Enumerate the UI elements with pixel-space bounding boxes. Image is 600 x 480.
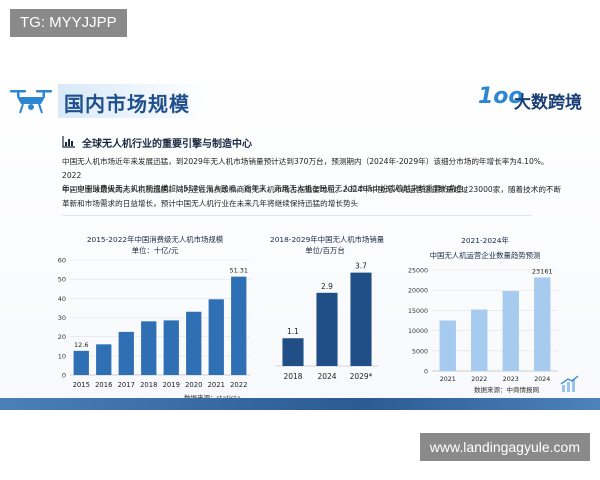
chart1-bar xyxy=(231,276,247,375)
chart2-data-label: 1.1 xyxy=(287,327,299,336)
chart2-subtitle: 单位/百万台 xyxy=(305,246,345,255)
paragraph-1: 中国无人机市场近年来发展迅猛，到2029年无人机市场销量预计达到370万台，预测… xyxy=(62,155,562,196)
chart1-category-label: 2019 xyxy=(163,381,180,389)
chart2-category-label: 2029* xyxy=(350,372,373,381)
page-title: 国内市场规模 xyxy=(64,92,190,116)
chart2-category-label: 2024 xyxy=(317,372,336,381)
chart1-ytick-label: 40 xyxy=(58,295,66,303)
chart1-bar xyxy=(118,331,134,375)
chart2-bar xyxy=(282,338,304,366)
chart1-bar xyxy=(208,299,224,375)
chart1-data-label: 12.6 xyxy=(74,341,88,349)
watermark-bottom: www.landingagyule.com xyxy=(419,433,590,461)
chart1-category-label: 2018 xyxy=(140,381,157,389)
chart3-title-block: 2021-2024年 中国无人机运营企业数量趋势预测 xyxy=(410,235,560,261)
chart3-ytick-label: 20000 xyxy=(408,288,428,295)
chart1-category-label: 2016 xyxy=(95,381,112,389)
chart1-bar xyxy=(186,311,202,375)
chart2-title-block: 2018-2029年中国无人机市场销量 单位/百万台 xyxy=(270,234,385,256)
chart1-category-label: 2021 xyxy=(208,381,225,389)
chart1-category-label: 2017 xyxy=(118,381,135,389)
chart3-bar xyxy=(471,309,488,371)
bar-chart-icon xyxy=(62,136,75,148)
title-highlight xyxy=(58,84,208,118)
chart1-ytick-label: 20 xyxy=(58,333,66,341)
chart2-data-label: 3.7 xyxy=(355,262,367,271)
logo-mark: 1oo xyxy=(478,84,524,109)
paragraph-1-line-2: 年，中国消费级无人机市场规模超过510亿元人民币。近年来，商用无人机在民用无人机… xyxy=(62,184,472,193)
chart1-svg: 0 10 20 30 40 50 60 2015 12.6 2016 2017 2018 2019 202… xyxy=(58,257,250,389)
chart1-ytick-label: 10 xyxy=(58,352,66,360)
chart3-title: 2021-2024年 xyxy=(461,236,509,245)
chart3-category-label: 2022 xyxy=(471,376,487,383)
chart3-category-label: 2024 xyxy=(534,376,550,383)
chart1-bar xyxy=(163,320,179,375)
chart3-ytick-label: 10000 xyxy=(408,328,428,335)
chart1-ytick-label: 50 xyxy=(58,276,66,284)
chart1-title-block: 2015-2022年中国消费级无人机市场规模 单位：十亿/元 xyxy=(56,234,254,256)
chart3-category-label: 2023 xyxy=(503,376,519,383)
drone-icon xyxy=(10,90,52,114)
chart3-ytick-label: 15000 xyxy=(408,308,428,315)
chart1-ytick-label: 30 xyxy=(58,314,66,322)
chart3-subtitle: 中国无人机运营企业数量趋势预测 xyxy=(429,251,541,260)
chart1-subtitle: 单位：十亿/元 xyxy=(131,246,179,255)
paragraph-2: 中国是全球最大的无人机制造国，同时还在消费级和商用无人机市场占据重要地位。202… xyxy=(62,183,562,210)
section-title: 全球无人机行业的重要引擎与制造中心 xyxy=(82,139,252,150)
logo-text: 大数跨境 xyxy=(514,93,582,113)
divider xyxy=(62,215,532,216)
chart1-data-label: 51.31 xyxy=(229,267,248,275)
chart1-ytick-label: 60 xyxy=(58,257,66,265)
paragraph-2-line-2: 革新和市场需求的日益增长，预计中国无人机行业在未来几年将继续保持迅猛的增长势头 xyxy=(62,198,359,208)
chart3-ytick-label: 0 xyxy=(424,369,428,376)
growth-chart-icon xyxy=(560,375,579,392)
chart3-svg: 0 5000 10000 15000 20000 25000 2021 2022 2023 202… xyxy=(408,267,558,383)
chart2-data-label: 2.9 xyxy=(321,282,333,291)
bottom-band xyxy=(0,398,600,410)
chart2-bar xyxy=(350,272,372,366)
chart3-source: 数据来源：中商情报网 xyxy=(474,386,539,394)
paragraph-1-line-1: 中国无人机市场近年来发展迅猛，到2029年无人机市场销量预计达到370万台，预测… xyxy=(62,157,549,180)
chart3-data-label: 23161 xyxy=(532,267,553,275)
chart3-bar xyxy=(439,320,456,371)
chart1-category-label: 2022 xyxy=(230,381,247,389)
chart2-title: 2018-2029年中国无人机市场销量 xyxy=(270,235,385,244)
chart1-ytick-label: 0 xyxy=(62,372,66,380)
chart3-bar xyxy=(502,291,519,371)
chart1-bar xyxy=(73,350,89,375)
chart3-bar xyxy=(534,277,551,371)
chart1-title: 2015-2022年中国消费级无人机市场规模 xyxy=(86,235,224,244)
chart2-category-label: 2018 xyxy=(283,372,302,381)
chart1-bar xyxy=(96,344,112,375)
chart3-category-label: 2021 xyxy=(440,376,456,383)
chart3-ytick-label: 25000 xyxy=(408,268,428,275)
chart2-bar xyxy=(316,292,338,366)
chart1-category-label: 2020 xyxy=(185,381,202,389)
chart2-svg: 2018 1.1 2024 2.9 2029* 3.7 xyxy=(276,262,378,381)
chart1-bar xyxy=(141,321,157,375)
paragraph-2-line-1: 中国是全球最大的无人机制造国，同时还在消费级和商用无人机市场占据重要地位。202… xyxy=(62,185,562,194)
chart3-ytick-label: 5000 xyxy=(412,348,428,355)
slide: 国内市场规模 1oo 大数跨境 全球无人机行业的重要引擎与制造中心 中国无人机市… xyxy=(0,62,600,407)
chart1-category-label: 2015 xyxy=(73,381,90,389)
watermark-top: TG: MYYJJPP xyxy=(10,9,127,37)
